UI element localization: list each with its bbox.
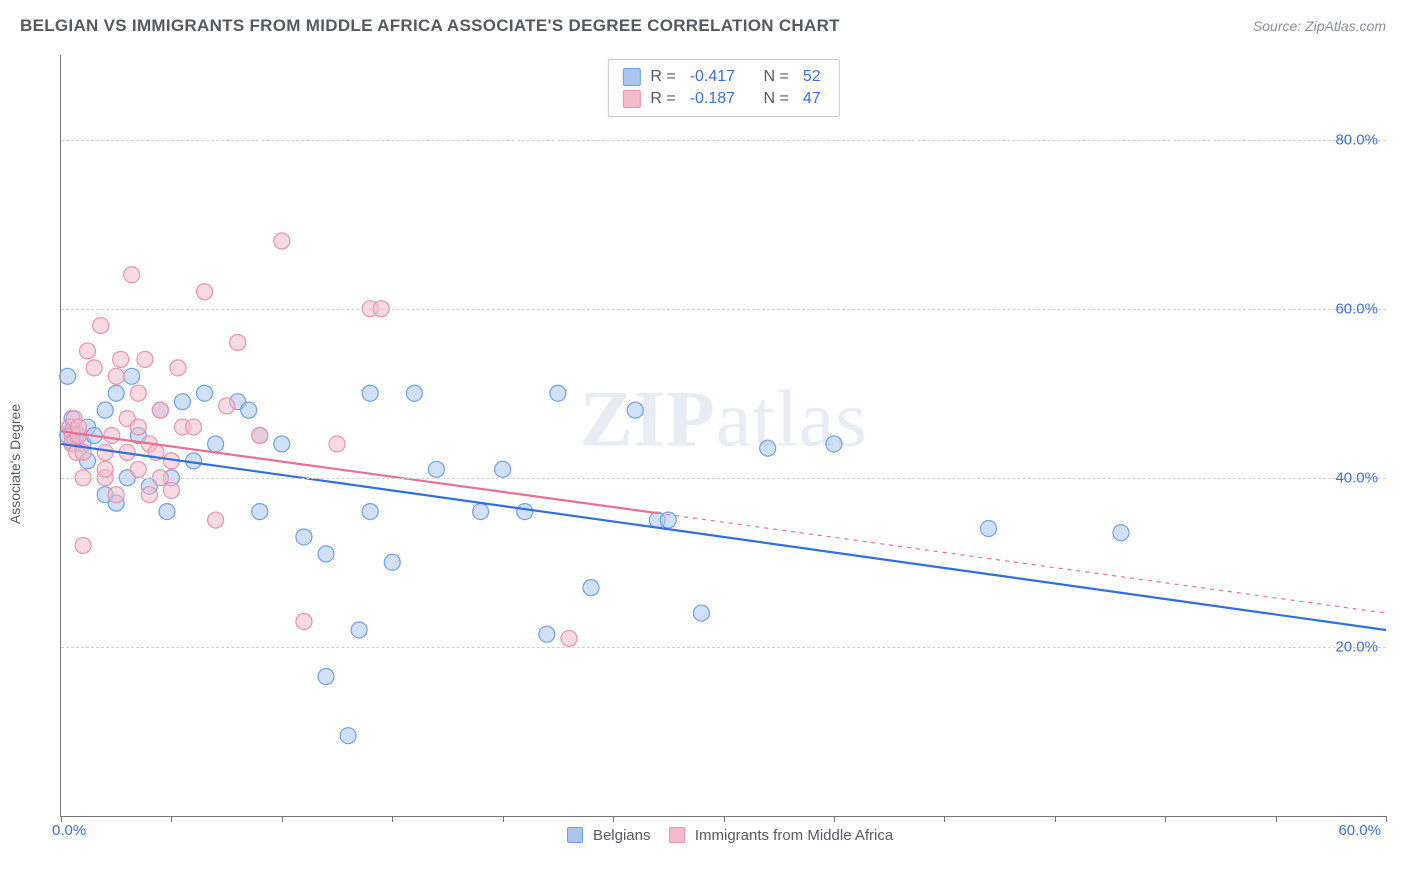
data-point — [75, 537, 91, 553]
data-point — [252, 504, 268, 520]
data-point — [97, 444, 113, 460]
gridline — [61, 647, 1386, 648]
trend-line — [61, 444, 1386, 630]
y-tick-label: 80.0% — [1335, 131, 1378, 148]
data-point — [86, 360, 102, 376]
data-point — [60, 368, 76, 384]
data-point — [104, 428, 120, 444]
gridline — [61, 478, 1386, 479]
legend-r-value: -0.417 — [690, 68, 735, 86]
data-point — [473, 504, 489, 520]
y-axis-label: Associate's Degree — [7, 403, 23, 523]
legend-row: R = -0.417 N = 52 — [622, 66, 824, 88]
data-point — [296, 529, 312, 545]
chart-container: Associate's Degree ZIPatlas R = -0.417 N… — [20, 55, 1386, 872]
data-point — [362, 504, 378, 520]
legend-row: R = -0.187 N = 47 — [622, 88, 824, 110]
data-point — [362, 385, 378, 401]
legend-r-label: R = — [650, 90, 675, 108]
legend-n-label: N = — [764, 68, 789, 86]
data-point — [152, 402, 168, 418]
data-point — [208, 436, 224, 452]
data-point — [197, 284, 213, 300]
data-point — [197, 385, 213, 401]
plot-area: ZIPatlas R = -0.417 N = 52 R = -0.187 N … — [60, 55, 1386, 817]
series-legend: Belgians Immigrants from Middle Africa — [60, 827, 1386, 844]
data-point — [108, 487, 124, 503]
data-point — [296, 614, 312, 630]
chart-header: BELGIAN VS IMMIGRANTS FROM MIDDLE AFRICA… — [0, 0, 1406, 46]
data-point — [517, 504, 533, 520]
legend-series-label: Belgians — [593, 827, 651, 844]
data-point — [495, 461, 511, 477]
data-point — [627, 402, 643, 418]
data-point — [981, 521, 997, 537]
data-point — [113, 351, 129, 367]
data-point — [760, 440, 776, 456]
legend-swatch — [567, 827, 583, 843]
chart-source: Source: ZipAtlas.com — [1253, 18, 1386, 34]
data-point — [351, 622, 367, 638]
legend-r-value: -0.187 — [690, 90, 735, 108]
data-point — [550, 385, 566, 401]
data-point — [693, 605, 709, 621]
legend-series-label: Immigrants from Middle Africa — [695, 827, 893, 844]
data-point — [137, 351, 153, 367]
data-point — [274, 436, 290, 452]
data-point — [340, 728, 356, 744]
legend-swatch — [622, 68, 640, 86]
data-point — [406, 385, 422, 401]
data-point — [130, 385, 146, 401]
y-tick-label: 60.0% — [1335, 300, 1378, 317]
data-point — [163, 482, 179, 498]
data-point — [124, 267, 140, 283]
data-point — [561, 630, 577, 646]
data-point — [384, 554, 400, 570]
data-point — [1113, 525, 1129, 541]
legend-n-value: 52 — [803, 68, 821, 86]
data-point — [539, 626, 555, 642]
chart-title: BELGIAN VS IMMIGRANTS FROM MIDDLE AFRICA… — [20, 16, 840, 36]
data-point — [583, 580, 599, 596]
scatter-svg — [61, 55, 1386, 816]
y-tick-label: 20.0% — [1335, 638, 1378, 655]
data-point — [208, 512, 224, 528]
trend-line-dashed — [657, 513, 1386, 613]
data-point — [329, 436, 345, 452]
data-point — [318, 546, 334, 562]
data-point — [174, 394, 190, 410]
legend-swatch — [669, 827, 685, 843]
data-point — [97, 402, 113, 418]
y-tick-label: 40.0% — [1335, 469, 1378, 486]
x-tick — [1386, 816, 1387, 822]
data-point — [141, 487, 157, 503]
data-point — [219, 398, 235, 414]
gridline — [61, 309, 1386, 310]
data-point — [186, 419, 202, 435]
data-point — [159, 504, 175, 520]
legend-n-label: N = — [764, 90, 789, 108]
data-point — [241, 402, 257, 418]
correlation-legend: R = -0.417 N = 52 R = -0.187 N = 47 — [607, 59, 839, 117]
data-point — [108, 368, 124, 384]
data-point — [80, 343, 96, 359]
data-point — [274, 233, 290, 249]
data-point — [130, 461, 146, 477]
data-point — [428, 461, 444, 477]
data-point — [97, 461, 113, 477]
legend-r-label: R = — [650, 68, 675, 86]
legend-swatch — [622, 90, 640, 108]
data-point — [826, 436, 842, 452]
data-point — [124, 368, 140, 384]
data-point — [318, 668, 334, 684]
gridline — [61, 140, 1386, 141]
legend-n-value: 47 — [803, 90, 821, 108]
data-point — [108, 385, 124, 401]
data-point — [93, 318, 109, 334]
data-point — [170, 360, 186, 376]
data-point — [130, 419, 146, 435]
data-point — [230, 334, 246, 350]
data-point — [252, 428, 268, 444]
